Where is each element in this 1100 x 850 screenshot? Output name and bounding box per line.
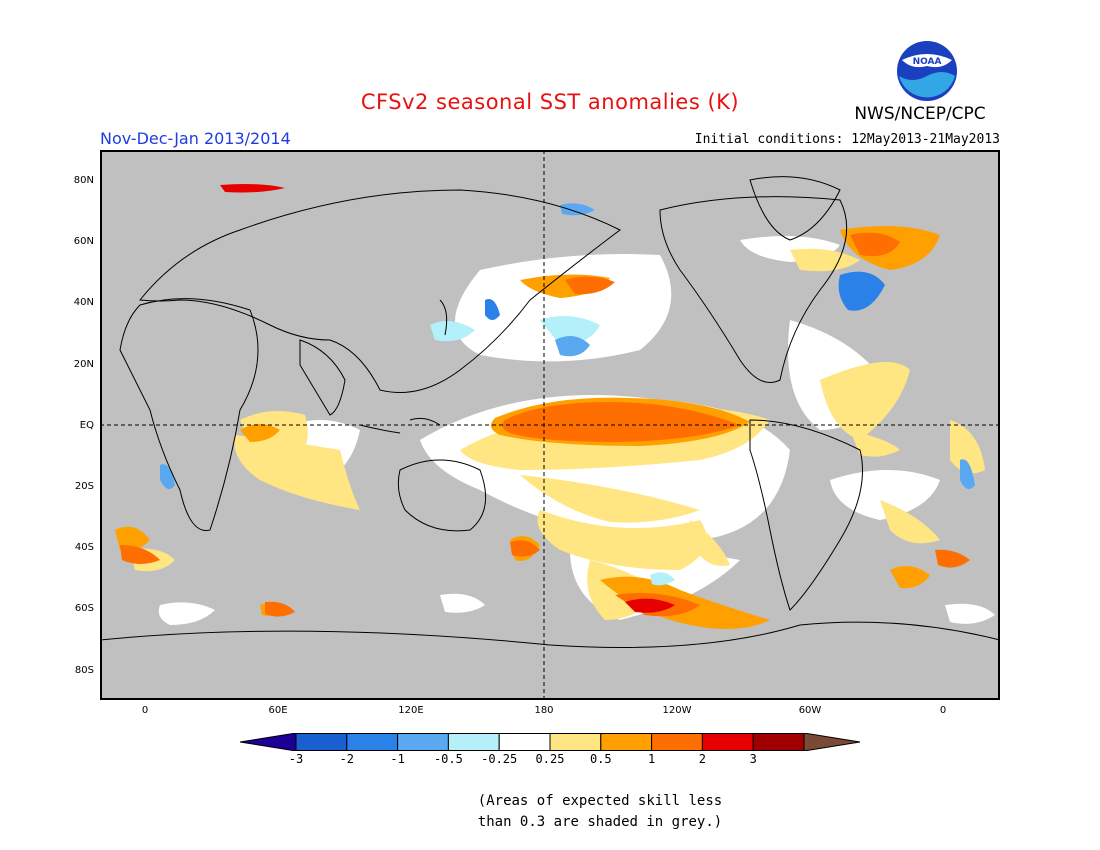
initial-conditions-label: Initial conditions: 12May2013-21May2013 — [694, 132, 1000, 147]
lat-label-80n: 80N — [73, 175, 94, 186]
colorbar-label: 0.25 — [535, 752, 565, 766]
lon-label-60w: 60W — [798, 705, 822, 716]
anomaly-2-3-areas — [220, 184, 675, 613]
sst-anomaly-map — [100, 150, 1000, 700]
lon-label-120w: 120W — [662, 705, 692, 716]
lat-label-eq: EQ — [79, 420, 94, 431]
colorbar-end-high — [803, 733, 860, 751]
chart-title: CFSv2 seasonal SST anomalies (K) — [360, 90, 740, 114]
anomaly-1-2-areas — [120, 232, 970, 617]
lat-label-60s: 60S — [74, 603, 94, 614]
colorbar-label: -2 — [339, 752, 355, 766]
lat-label-60n: 60N — [73, 236, 94, 247]
colorbar-box — [651, 733, 703, 751]
colorbar-end-low — [240, 733, 297, 751]
organization-label: NWS/NCEP/CPC — [854, 104, 986, 124]
map-frame — [100, 150, 1000, 700]
colorbar-label: -0.5 — [433, 752, 463, 766]
colorbar-label: 2 — [698, 752, 706, 766]
lon-label-0-east: 0 — [939, 705, 947, 716]
colorbar-label: -3 — [288, 752, 304, 766]
colorbar-label: 0.5 — [589, 752, 612, 766]
lon-label-0: 0 — [141, 705, 149, 716]
footnote-line-1: (Areas of expected skill less — [477, 793, 723, 809]
lat-label-20s: 20S — [74, 481, 94, 492]
colorbar-box — [701, 733, 754, 751]
colorbar-box — [397, 733, 449, 751]
colorbar-label: 1 — [647, 752, 656, 766]
colorbar-label: -1 — [390, 752, 405, 766]
colorbar-box — [346, 733, 399, 751]
colorbar-box — [498, 733, 551, 751]
colorbar-label: -0.25 — [481, 752, 518, 766]
lat-label-80s: 80S — [74, 665, 94, 676]
coastlines — [100, 176, 1000, 648]
noaa-logo: NOAA — [896, 40, 958, 102]
colorbar-box — [447, 733, 500, 751]
lat-label-40s: 40S — [74, 542, 94, 553]
lat-label-20n: 20N — [73, 359, 94, 370]
colorbar-label: 3 — [749, 752, 757, 766]
colorbar-box — [600, 733, 653, 751]
skill-footnote: (Areas of expected skill less than 0.3 a… — [420, 791, 780, 833]
lon-label-120e: 120E — [398, 705, 424, 716]
colorbar — [240, 733, 860, 751]
season-label: Nov-Dec-Jan 2013/2014 — [100, 129, 291, 148]
lon-label-60e: 60E — [268, 705, 288, 716]
colorbar-box — [752, 733, 805, 751]
footnote-line-2: than 0.3 are shaded in grey.) — [477, 814, 723, 830]
colorbar-box — [549, 733, 602, 751]
lat-label-40n: 40N — [73, 297, 94, 308]
colorbar-box — [295, 733, 348, 751]
lon-label-180: 180 — [534, 705, 554, 716]
negative-anomaly-areas — [160, 203, 975, 586]
logo-text: NOAA — [913, 57, 942, 67]
